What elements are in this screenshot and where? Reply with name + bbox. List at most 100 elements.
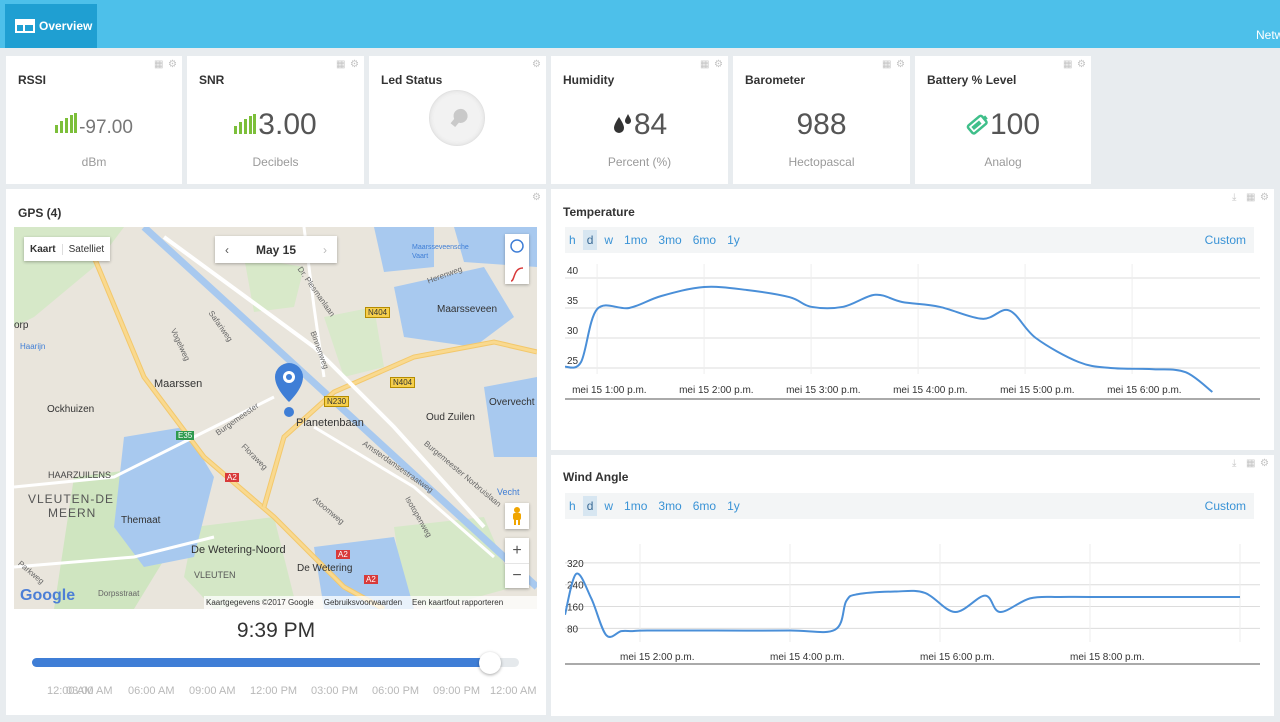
rssi-number: -97.00 <box>79 117 133 138</box>
gps-map[interactable]: Maarssen Ockhuizen Maarsseveen Oud Zuile… <box>14 227 537 609</box>
gear-icon[interactable]: ⚙ <box>1260 192 1269 203</box>
x-tick-label: mei 15 8:00 p.m. <box>1070 652 1144 663</box>
chart-icon[interactable]: ▦ <box>336 59 346 70</box>
snr-number: 3.00 <box>258 108 317 141</box>
download-icon[interactable]: ⤓ <box>1232 458 1237 469</box>
temperature-chart: 40 35 30 25 mei 15 1:00 p.m. mei 15 2:00 p.m.… <box>565 264 1260 400</box>
wind-range-custom[interactable]: Custom <box>1204 499 1246 513</box>
temperature-range-h[interactable]: h <box>569 233 576 247</box>
map-label: Overvecht <box>489 397 535 408</box>
temperature-range-custom[interactable]: Custom <box>1204 233 1246 247</box>
map-label: VLEUTEN-DE <box>28 492 115 506</box>
zoom-in-button[interactable]: + <box>512 542 522 559</box>
terms-link[interactable]: Gebruiksvoorwaarden <box>323 598 403 607</box>
wind-range-d[interactable]: d <box>582 496 598 516</box>
x-tick-label: mei 15 6:00 p.m. <box>920 652 994 663</box>
map-label: HAARZUILENS <box>48 470 112 480</box>
led-indicator[interactable] <box>429 90 485 146</box>
y-tick-label: 160 <box>567 603 584 614</box>
x-tick-label: mei 15 5:00 p.m. <box>1000 385 1074 396</box>
chart-icon[interactable]: ▦ <box>1246 192 1256 203</box>
draw-tools <box>505 234 529 284</box>
gear-icon[interactable]: ⚙ <box>532 59 541 70</box>
download-icon[interactable]: ⤓ <box>1232 192 1237 203</box>
chart-icon[interactable]: ▦ <box>1063 59 1073 70</box>
x-tick-label: mei 15 2:00 p.m. <box>620 652 694 663</box>
x-tick-label: mei 15 1:00 p.m. <box>572 385 646 396</box>
widget-title: SNR <box>199 73 225 87</box>
chart-icon[interactable]: ▦ <box>882 59 892 70</box>
map-canvas <box>14 227 537 609</box>
next-day-icon[interactable]: › <box>323 242 327 257</box>
rssi-value: -97.00 <box>6 113 182 139</box>
widget-title: Battery % Level <box>927 73 1017 87</box>
gear-icon[interactable]: ⚙ <box>1260 458 1269 469</box>
y-tick-label: 30 <box>567 326 579 337</box>
y-tick-label: 25 <box>567 356 579 367</box>
battery-tag-icon <box>966 114 988 135</box>
gear-icon[interactable]: ⚙ <box>532 192 541 203</box>
temperature-range-6mo[interactable]: 6mo <box>692 233 717 247</box>
report-error-link[interactable]: Een kaartfout rapporteren <box>412 598 504 607</box>
line-tool-icon[interactable] <box>505 262 529 287</box>
temperature-range-1y[interactable]: 1y <box>727 233 740 247</box>
signal-bars-icon <box>234 114 257 134</box>
gear-icon[interactable]: ⚙ <box>714 59 723 70</box>
wind-range-1mo[interactable]: 1mo <box>624 499 648 513</box>
gear-icon[interactable]: ⚙ <box>1077 59 1086 70</box>
gear-icon[interactable]: ⚙ <box>168 59 177 70</box>
map-label: Themaat <box>121 515 161 526</box>
zoom-control: + − <box>505 538 529 588</box>
gear-icon[interactable]: ⚙ <box>350 59 359 70</box>
wind-range-h[interactable]: h <box>569 499 576 513</box>
road-shield: A2 <box>225 473 239 482</box>
temperature-range-d[interactable]: d <box>582 230 598 250</box>
wind-range-6mo[interactable]: 6mo <box>692 499 717 513</box>
widget-unit: Hectopascal <box>788 155 855 169</box>
y-tick-label: 80 <box>567 624 579 635</box>
map-label: Ockhuizen <box>47 404 95 415</box>
road-shield: N230 <box>324 396 350 407</box>
time-tick-label: 12:00 AM <box>490 685 537 697</box>
battery-value: 100 <box>915 108 1091 142</box>
gear-icon[interactable]: ⚙ <box>896 59 905 70</box>
humidity-widget: Humidity ▦ ⚙ 84 Percent (%) <box>551 56 728 184</box>
humidity-number: 84 <box>633 108 668 141</box>
wind-range-3mo[interactable]: 3mo <box>658 499 682 513</box>
map-label: Planetenbaan <box>296 417 364 429</box>
widget-unit: Analog <box>984 155 1022 169</box>
road-shield: N404 <box>365 307 391 318</box>
battery-widget: Battery % Level ▦ ⚙ 100 Analog <box>915 56 1091 184</box>
circle-tool-icon[interactable] <box>505 234 529 259</box>
wind-range-w[interactable]: w <box>604 499 614 513</box>
wind-angle-widget: Wind Angle ⤓ ▦ ⚙ h d w 1mo 3mo 6mo 1y Custom 320 2… <box>551 455 1274 716</box>
barometer-widget: Barometer ▦ ⚙ 988 Hectopascal <box>733 56 910 184</box>
wind-range-1y[interactable]: 1y <box>727 499 740 513</box>
temperature-range-w[interactable]: w <box>604 233 614 247</box>
temperature-widget: Temperature ⤓ ▦ ⚙ h d w 1mo 3mo 6mo 1y Custom 40 3… <box>551 189 1274 450</box>
temperature-range-3mo[interactable]: 3mo <box>658 233 682 247</box>
map-label: Dorpsstraat <box>98 589 140 598</box>
widget-unit: Percent (%) <box>607 155 672 169</box>
map-label: Maarssen <box>154 378 203 390</box>
prev-day-icon[interactable]: ‹ <box>225 242 229 257</box>
network-link[interactable]: Netw <box>1256 28 1280 42</box>
top-bar: Overview Netw <box>0 0 1280 48</box>
zoom-out-button[interactable]: − <box>505 563 529 588</box>
map-type-map-button[interactable]: Kaart <box>30 243 56 255</box>
time-slider[interactable] <box>32 652 519 674</box>
chart-icon[interactable]: ▦ <box>154 59 164 70</box>
map-label: VLEUTEN <box>194 570 236 580</box>
date-navigator: ‹ May 15 › <box>215 236 337 263</box>
map-label: Maarsseveen <box>437 304 498 315</box>
temperature-title: Temperature <box>563 205 635 219</box>
chart-icon[interactable]: ▦ <box>1246 458 1256 469</box>
series-line <box>565 285 1213 393</box>
street-view-pegman[interactable] <box>505 503 529 529</box>
overview-tab[interactable]: Overview <box>5 4 97 48</box>
rssi-widget: RSSI ▦ ⚙ -97.00 dBm <box>6 56 182 184</box>
time-slider-handle[interactable] <box>478 652 501 674</box>
map-type-satellite-button[interactable]: Satelliet <box>61 243 111 255</box>
temperature-range-1mo[interactable]: 1mo <box>624 233 648 247</box>
chart-icon[interactable]: ▦ <box>700 59 710 70</box>
